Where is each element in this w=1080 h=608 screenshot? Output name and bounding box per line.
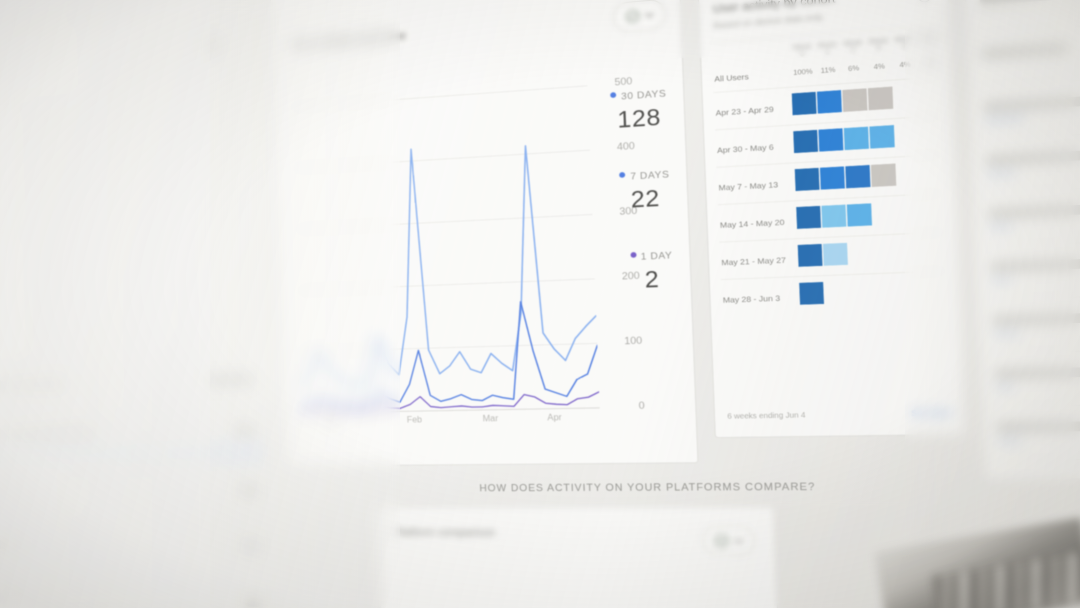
legend-entry-7-days: 7 DAYS 22 [619,163,671,215]
chevron-down-icon [645,12,654,18]
top-card-c[interactable]: View details [0,102,31,237]
bottom-filter-dropdown[interactable] [702,525,755,556]
legend-dot-icon [610,92,617,99]
y-tick-label: 100 [624,334,643,347]
cohort-heatmap-cell[interactable] [796,205,822,229]
x-tick-label: Feb [406,414,423,425]
cohort-heatmap-cell[interactable] [867,86,894,111]
chart-plot-area: 500 400 300 200 100 0 Jan [289,75,645,426]
list-item[interactable] [0,572,274,608]
cohort-all-users-value: 11% [820,67,836,76]
cohort-heatmap-cell[interactable] [819,166,845,190]
cohort-column-header: Week 1 [817,41,837,57]
activity-line-chart [290,85,600,415]
list-item[interactable] [0,520,272,577]
cohort-heatmap-cell[interactable] [842,88,868,112]
legend-value: 22 [630,185,661,214]
cohort-heatmap-cell[interactable] [845,164,871,189]
list-item[interactable] [0,464,270,521]
cohort-all-users-value: 3% [925,59,938,68]
legend-label: 7 DAYS [630,168,670,182]
legend-value: 128 [616,104,662,134]
cohort-row-label: May 21 - May 27 [721,256,787,268]
cohort-retention-card: User activity by cohort Based on device … [697,0,967,439]
legend-dot-icon [629,252,637,258]
cohort-row-divider [719,231,946,243]
y-tick-label: 0 [638,399,645,412]
cohort-column-header: Week 4 [894,35,915,51]
legend-value: 2 [644,266,660,294]
cohort-heatmap-cell[interactable] [797,243,823,267]
list-item[interactable] [978,294,1080,355]
sidebar-list[interactable] [0,353,282,608]
cohort-all-users-value: 6% [847,65,860,74]
cohort-heatmap-cell[interactable] [791,91,817,116]
list-item[interactable] [980,349,1080,408]
section-header-platforms: HOW DOES ACTIVITY ON YOUR PLATFORMS COMP… [479,480,816,494]
cohort-heatmap-cell[interactable] [799,281,824,305]
x-tick-label: Mar [482,413,499,424]
cohort-column-header: Week 0 [792,43,812,59]
chevron-down-icon [734,538,743,544]
list-item[interactable] [0,353,266,416]
cohort-heatmap-cell[interactable] [793,129,819,154]
list-item[interactable] [982,404,1080,461]
cohort-heatmap-cell[interactable] [843,126,869,151]
cohort-heatmap-cell[interactable] [846,203,873,227]
series-30-days [291,138,598,389]
cohort-heatmap-cell[interactable] [816,90,842,114]
top-card-d[interactable]: View report [0,231,32,363]
list-item[interactable] [976,239,1080,302]
check-circle-icon [713,533,729,548]
chart-card-title: User activity over time [289,29,407,52]
cohort-all-users-value: 4% [873,63,886,72]
cohort-column-header: Week 3 [868,37,889,53]
check-circle-icon [625,9,641,25]
cohort-all-users-value: 100% [793,68,813,78]
bottom-card-title: Platform comparison [393,527,496,540]
cohort-row-label: May 14 - May 20 [719,219,785,231]
x-tick-label: Apr [547,412,562,423]
cohort-row-divider [716,153,943,168]
platform-comparison-card: Platform comparison [375,506,779,608]
cohort-heatmap-cell[interactable] [869,125,895,149]
list-item[interactable] [974,184,1080,248]
legend-dot-icon [619,171,626,178]
cohort-heatmap-cell[interactable] [870,163,897,187]
top-card-b[interactable] [0,17,85,111]
cohort-row-divider [720,270,947,281]
legend-entry-30-days: 30 DAYS 128 [610,82,668,135]
info-icon[interactable] [917,0,932,4]
chart-filter-dropdown[interactable] [612,0,667,34]
cohort-row-label: Apr 30 - May 6 [716,143,774,156]
list-item[interactable] [0,409,268,468]
cohort-column-header: Week 2 [842,39,863,55]
legend-entry-1-day: 1 DAY 2 [629,244,674,295]
cohort-column-header: Week 5 [920,33,941,49]
legend-label: 30 DAYS [620,87,667,102]
cohort-see-report-link[interactable]: See report [911,409,952,419]
cohort-heatmap-cell[interactable] [818,128,844,152]
cohort-row-label: May 7 - May 13 [718,181,779,193]
y-tick-label: 400 [616,140,635,153]
cohort-heatmap-cell[interactable] [821,204,847,228]
x-tick-label: Jan [324,416,339,427]
user-activity-chart-card: User activity over time 500 400 300 200 … [269,0,699,467]
cohort-row-label: Apr 23 - Apr 29 [715,106,774,118]
legend-label: 1 DAY [640,249,673,262]
series-7-days [297,299,600,408]
avatar [200,33,224,59]
cohort-footer-note: 6 weeks ending Jun 4 [727,411,806,421]
series-1-day [300,392,600,412]
cohort-heatmap-cell[interactable] [822,242,848,266]
cohort-all-users-label: All Users [714,73,749,84]
cohort-heatmap-cell[interactable] [794,167,820,191]
right-side-list-panel[interactable] [964,0,1080,480]
cohort-row-label: May 28 - Jun 3 [722,295,781,306]
cohort-all-users-value: 4% [899,61,911,70]
cohort-row-divider [717,192,944,206]
